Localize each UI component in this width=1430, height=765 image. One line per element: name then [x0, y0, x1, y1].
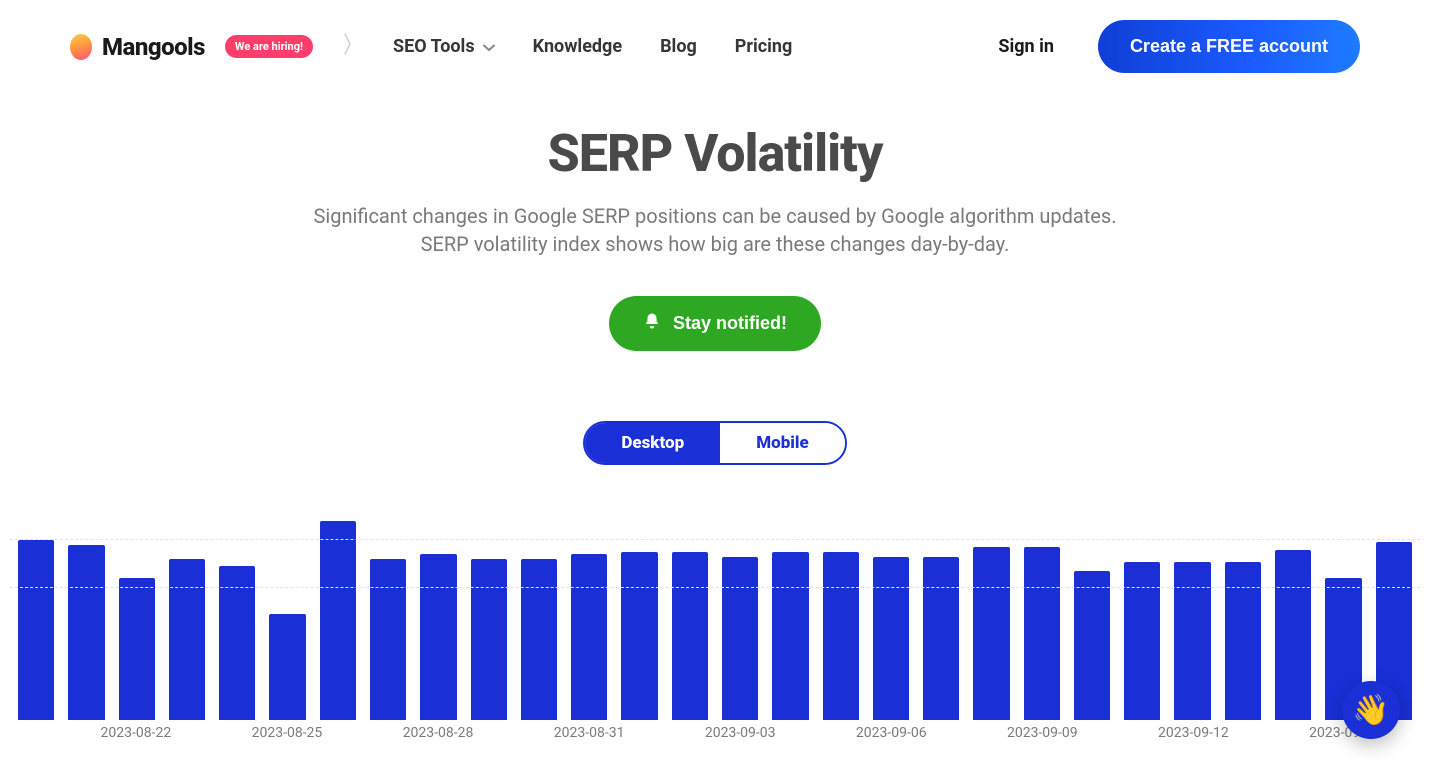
chart-bar[interactable]	[621, 552, 657, 720]
volatility-chart: 2023-08-22 2023-08-25 2023-08-28 2023-08-31…	[0, 480, 1430, 765]
chat-bubble-button[interactable]: 👋	[1342, 681, 1400, 739]
main-nav: SEO Tools Knowledge Blog Pricing	[393, 36, 792, 57]
nav-knowledge[interactable]: Knowledge	[533, 36, 622, 57]
toggle-desktop[interactable]: Desktop	[585, 423, 720, 463]
chart-x-tick-label: 2023-09-03	[705, 725, 776, 741]
chart-bar[interactable]	[320, 521, 356, 720]
chart-bar[interactable]	[68, 545, 104, 720]
chart-x-tick-label: 2023-09-09	[1007, 725, 1078, 741]
stay-notified-button[interactable]: Stay notified!	[609, 296, 821, 351]
toggle-mobile[interactable]: Mobile	[720, 423, 844, 463]
chevron-right-icon	[343, 32, 353, 62]
chart-bar[interactable]	[119, 578, 155, 720]
header: Mangools We are hiring! SEO Tools Knowle…	[0, 0, 1430, 93]
chart-bar[interactable]	[1124, 562, 1160, 720]
chart-gridline	[10, 587, 1420, 588]
chart-bar[interactable]	[1275, 550, 1311, 720]
stay-notified-label: Stay notified!	[673, 313, 787, 334]
nav-seo-tools-label: SEO Tools	[393, 36, 475, 57]
chart-x-tick-label: 2023-09-06	[856, 725, 927, 741]
chart-bar[interactable]	[722, 557, 758, 720]
chart-x-tick-label: 2023-08-28	[403, 725, 474, 741]
chart-x-tick-label: 2023-09-12	[1158, 725, 1229, 741]
logo[interactable]: Mangools	[70, 33, 205, 61]
chart-bar[interactable]	[873, 557, 909, 720]
chart-bar[interactable]	[571, 554, 607, 720]
logo-text: Mangools	[102, 33, 205, 61]
nav-pricing[interactable]: Pricing	[735, 36, 792, 57]
chart-bar[interactable]	[973, 547, 1009, 720]
wave-emoji-icon: 👋	[1352, 693, 1389, 728]
hero: SERP Volatility Significant changes in G…	[0, 93, 1430, 351]
chart-bar[interactable]	[823, 552, 859, 720]
chart-bar[interactable]	[420, 554, 456, 720]
chart-bar[interactable]	[672, 552, 708, 720]
chart-bar[interactable]	[1024, 547, 1060, 720]
chevron-down-icon	[483, 36, 495, 57]
page-subtitle: Significant changes in Google SERP posit…	[300, 202, 1130, 258]
chart-bar[interactable]	[219, 566, 255, 720]
chart-bar[interactable]	[772, 552, 808, 720]
chart-gridline	[10, 539, 1420, 540]
chart-bar[interactable]	[370, 559, 406, 720]
create-account-button[interactable]: Create a FREE account	[1098, 20, 1360, 73]
chart-bar[interactable]	[923, 557, 959, 720]
chart-bar[interactable]	[471, 559, 507, 720]
chart-x-tick-label: 2023-08-25	[252, 725, 323, 741]
mangools-logo-icon	[70, 34, 92, 60]
chart-bar[interactable]	[18, 540, 54, 720]
chart-x-tick-label: 2023-08-31	[554, 725, 625, 741]
chart-x-tick-label: 2023-08-22	[101, 725, 172, 741]
device-toggle: Desktop Mobile	[0, 421, 1430, 465]
chart-bar[interactable]	[169, 559, 205, 720]
chart-bar[interactable]	[1074, 571, 1110, 720]
chart-bar[interactable]	[1225, 562, 1261, 720]
sign-in-link[interactable]: Sign in	[998, 36, 1054, 57]
hiring-badge[interactable]: We are hiring!	[225, 35, 313, 58]
chart-bar[interactable]	[521, 559, 557, 720]
nav-seo-tools[interactable]: SEO Tools	[393, 36, 495, 57]
page-title: SERP Volatility	[0, 123, 1430, 184]
nav-blog[interactable]: Blog	[660, 36, 697, 57]
chart-bar[interactable]	[269, 614, 305, 720]
bell-icon	[643, 312, 661, 335]
chart-bar[interactable]	[1174, 562, 1210, 720]
